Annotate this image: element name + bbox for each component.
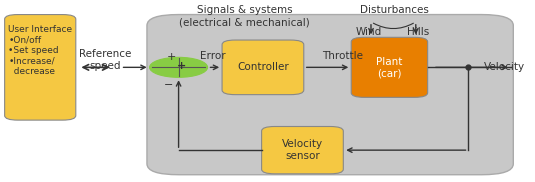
Text: Error: Error [200,51,225,61]
Text: Hills: Hills [407,27,430,37]
Circle shape [150,57,208,77]
Text: Signals & systems
(electrical & mechanical): Signals & systems (electrical & mechanic… [179,5,310,27]
Text: Controller: Controller [237,62,289,72]
FancyBboxPatch shape [222,40,304,95]
FancyBboxPatch shape [262,126,343,174]
FancyBboxPatch shape [351,37,427,97]
FancyBboxPatch shape [5,15,76,120]
Text: User Interface
•On/off
•Set speed
•Increase/
  decrease: User Interface •On/off •Set speed •Incre… [8,25,72,76]
Text: +: + [167,52,177,62]
Text: Velocity: Velocity [484,62,525,72]
Text: Disturbances: Disturbances [360,5,429,15]
Text: Velocity
sensor: Velocity sensor [282,139,323,161]
Text: −: − [163,80,173,90]
Text: Reference
speed: Reference speed [79,49,131,71]
Text: Wind: Wind [355,27,381,37]
Text: +: + [177,61,186,71]
Text: Plant
(car): Plant (car) [376,57,403,78]
Text: Throttle: Throttle [322,51,363,61]
FancyBboxPatch shape [147,15,513,175]
